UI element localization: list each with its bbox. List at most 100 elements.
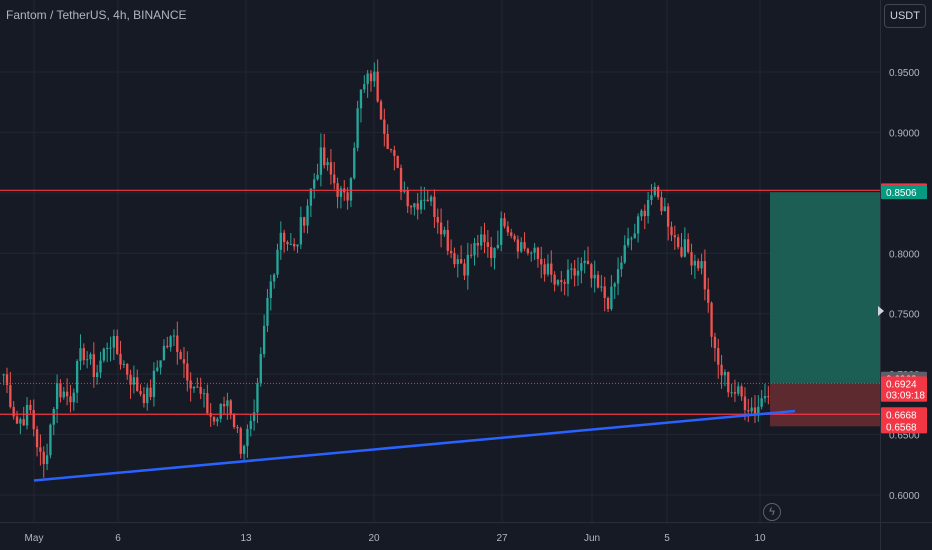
candle-body bbox=[112, 335, 116, 348]
candle-body bbox=[15, 416, 19, 424]
candle-body bbox=[346, 192, 349, 201]
candle-body bbox=[202, 393, 206, 395]
candle-body bbox=[319, 147, 323, 175]
symbol-title: Fantom / TetherUS, 4h, BINANCE bbox=[6, 8, 187, 22]
candle-body bbox=[12, 406, 15, 417]
candle-body bbox=[196, 386, 199, 388]
candle-body bbox=[439, 222, 443, 235]
candle-body bbox=[206, 393, 209, 413]
candle-body bbox=[353, 147, 356, 179]
candle-body bbox=[590, 264, 593, 279]
candle-body bbox=[626, 238, 630, 246]
candle-body bbox=[500, 218, 503, 245]
candle-body bbox=[616, 269, 620, 284]
price-badge bbox=[881, 376, 927, 391]
candle-body bbox=[603, 286, 606, 298]
candle-body bbox=[126, 363, 129, 375]
candle-body bbox=[45, 455, 49, 465]
candle-body bbox=[116, 335, 119, 354]
candle-body bbox=[753, 407, 757, 416]
candle-body bbox=[573, 268, 576, 276]
candle-body bbox=[242, 445, 246, 454]
candle-body bbox=[446, 230, 449, 251]
candle-body bbox=[456, 259, 459, 265]
candle-body bbox=[99, 360, 102, 373]
candle-body bbox=[583, 260, 586, 264]
candle-body bbox=[543, 264, 546, 275]
candle-body bbox=[152, 370, 156, 398]
candle-body bbox=[506, 226, 510, 233]
candle-body bbox=[449, 250, 453, 254]
price-badge bbox=[881, 185, 927, 200]
candle-body bbox=[600, 286, 603, 288]
candle-body bbox=[256, 383, 259, 413]
candle-body bbox=[169, 336, 172, 348]
candle-body bbox=[333, 174, 336, 184]
candle-body bbox=[717, 348, 720, 365]
candle-body bbox=[323, 147, 326, 166]
candle-body bbox=[513, 235, 516, 240]
candle-body bbox=[767, 396, 770, 398]
candle-body bbox=[379, 101, 383, 120]
candle-body bbox=[533, 247, 536, 253]
candle-body bbox=[129, 374, 132, 385]
candle-body bbox=[229, 400, 232, 415]
candle-body bbox=[216, 418, 219, 422]
candle-body bbox=[82, 348, 85, 361]
triangle-right-icon[interactable] bbox=[878, 306, 884, 316]
candle-body bbox=[666, 206, 670, 227]
candle-body bbox=[146, 387, 149, 404]
candle-body bbox=[313, 179, 316, 189]
candle-body bbox=[556, 280, 560, 285]
candle-body bbox=[316, 174, 319, 180]
candle-body bbox=[550, 263, 553, 275]
candle-body bbox=[329, 162, 333, 175]
lightning-bolt-icon[interactable]: ϟ bbox=[763, 503, 781, 521]
candle-body bbox=[226, 400, 229, 407]
candle-body bbox=[32, 410, 35, 430]
candle-body bbox=[570, 268, 573, 270]
candle-body bbox=[349, 178, 353, 201]
candle-body bbox=[72, 392, 75, 403]
candle-body bbox=[79, 348, 82, 362]
candle-body bbox=[106, 348, 109, 350]
candle-body bbox=[523, 242, 526, 249]
candle-body bbox=[426, 199, 429, 202]
candle-body bbox=[436, 217, 439, 223]
candle-body bbox=[636, 216, 640, 234]
candle-body bbox=[730, 392, 733, 394]
candle-body bbox=[633, 233, 636, 239]
candle-body bbox=[239, 428, 242, 454]
candle-body bbox=[546, 263, 550, 275]
candle-body bbox=[496, 244, 500, 248]
currency-button[interactable]: USDT bbox=[884, 4, 926, 28]
candle-body bbox=[443, 230, 446, 235]
candle-body bbox=[109, 347, 112, 349]
trendline bbox=[33, 409, 796, 482]
candle-body bbox=[182, 359, 186, 364]
candle-body bbox=[566, 269, 570, 284]
candle-body bbox=[563, 282, 566, 284]
candle-body bbox=[186, 363, 189, 381]
candle-body bbox=[232, 414, 236, 428]
x-tick-label: 6 bbox=[115, 533, 121, 544]
candle-body bbox=[586, 260, 590, 265]
candle-body bbox=[179, 351, 182, 360]
candle-body bbox=[199, 386, 202, 394]
candle-body bbox=[389, 148, 393, 150]
candle-body bbox=[560, 280, 563, 283]
candle-body bbox=[469, 254, 473, 256]
candle-body bbox=[136, 377, 139, 392]
candle-body bbox=[272, 274, 276, 282]
candle-body bbox=[606, 297, 610, 309]
candle-body bbox=[363, 84, 366, 90]
candle-body bbox=[433, 196, 436, 218]
candle-body bbox=[663, 206, 666, 212]
candle-body bbox=[212, 416, 216, 422]
candle-body bbox=[5, 374, 9, 386]
candle-body bbox=[750, 407, 753, 412]
candle-body bbox=[69, 396, 72, 403]
candle-body bbox=[737, 386, 740, 394]
candle-body bbox=[540, 259, 543, 265]
